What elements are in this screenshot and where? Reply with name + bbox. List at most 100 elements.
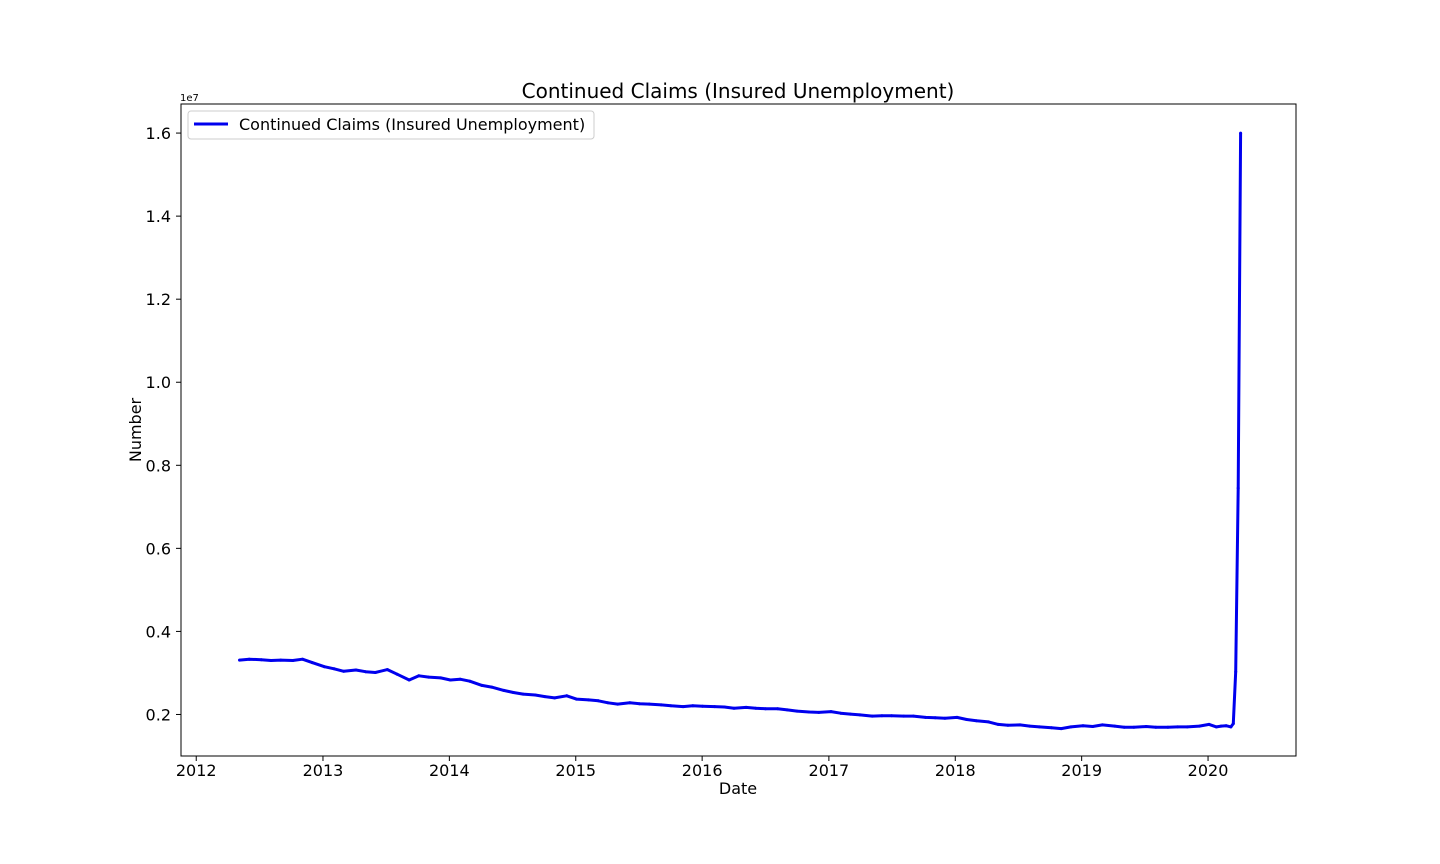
y-tick-label: 0.2	[146, 705, 171, 724]
data-point	[691, 704, 695, 708]
data-point	[1091, 725, 1095, 728]
data-point	[427, 675, 431, 679]
data-point	[439, 676, 443, 680]
data-point	[647, 702, 651, 706]
x-tick-label: 2019	[1061, 761, 1102, 780]
y-tick-label: 1.2	[146, 290, 171, 309]
data-point	[943, 716, 947, 720]
data-point	[238, 658, 241, 662]
data-point	[521, 692, 525, 696]
data-point	[987, 720, 990, 724]
data-point	[596, 699, 600, 703]
data-point	[1239, 131, 1243, 135]
data-point	[279, 658, 283, 662]
data-point	[1059, 727, 1063, 731]
data-point	[1050, 726, 1053, 730]
data-point	[310, 661, 314, 665]
data-point	[1113, 724, 1117, 728]
series-points	[238, 131, 1243, 731]
data-point	[468, 679, 472, 683]
y-tick-label: 0.8	[146, 456, 171, 475]
y-tick-label: 0.6	[146, 539, 171, 558]
data-point	[1132, 725, 1136, 729]
y-axis-label: Number	[126, 397, 145, 462]
data-point	[965, 718, 969, 721]
data-point	[732, 706, 736, 710]
data-point	[587, 698, 591, 702]
data-point	[407, 678, 411, 682]
data-point	[659, 703, 663, 707]
data-point	[543, 695, 547, 699]
data-point	[1229, 725, 1233, 729]
y-axis-ticks: 0.2 0.4 0.6 0.8 1.0 1.2 1.4 1.6	[146, 124, 181, 724]
data-point	[458, 677, 462, 681]
data-point	[332, 667, 336, 671]
data-point	[322, 665, 326, 669]
data-point	[902, 714, 906, 718]
data-point	[1231, 722, 1235, 726]
data-point	[933, 716, 937, 720]
data-point	[764, 707, 767, 711]
data-point	[606, 701, 610, 705]
data-point	[1069, 725, 1073, 729]
data-point	[911, 714, 915, 718]
data-point	[1219, 724, 1223, 728]
data-point	[395, 672, 399, 676]
data-point	[1185, 725, 1189, 729]
data-point	[1018, 723, 1022, 727]
y-tick-label: 1.6	[146, 124, 171, 143]
data-point	[785, 708, 789, 712]
x-tick-label: 2016	[682, 761, 723, 780]
legend-box	[187, 110, 595, 140]
data-point	[1236, 486, 1240, 490]
data-point	[681, 705, 685, 709]
data-point	[511, 691, 515, 694]
data-point	[1154, 725, 1158, 729]
data-point	[1081, 724, 1085, 728]
data-point	[795, 709, 799, 713]
data-point	[1176, 725, 1180, 729]
data-point	[848, 712, 852, 716]
data-point	[1224, 724, 1228, 728]
x-tick-label: 2013	[303, 761, 344, 780]
data-point	[829, 710, 833, 714]
data-point	[955, 715, 959, 719]
y-tick-label: 1.0	[146, 373, 171, 392]
data-point	[269, 659, 273, 662]
data-point	[754, 706, 758, 710]
data-point	[722, 705, 726, 709]
data-point	[533, 693, 537, 697]
data-point	[638, 702, 641, 706]
data-point	[974, 719, 978, 723]
data-point	[373, 671, 377, 674]
data-point	[1234, 670, 1238, 674]
x-axis-label: Date	[719, 779, 757, 798]
data-point	[616, 702, 620, 706]
data-point	[553, 696, 557, 700]
data-point	[259, 658, 263, 662]
x-tick-label: 2017	[809, 761, 850, 780]
data-point	[417, 674, 421, 678]
data-point	[744, 705, 748, 709]
legend: Continued Claims (Insured Unemployment)	[187, 110, 595, 140]
data-point	[364, 670, 368, 674]
x-tick-label: 2012	[176, 761, 217, 780]
data-point	[924, 715, 927, 719]
data-point	[839, 711, 843, 715]
y-tick-label: 1.4	[146, 207, 171, 226]
data-point	[1122, 725, 1126, 729]
data-point	[776, 707, 780, 711]
data-point	[301, 657, 304, 661]
data-point	[1214, 725, 1218, 729]
data-point	[701, 704, 704, 708]
data-point	[817, 710, 821, 714]
series-line-continued-claims	[239, 133, 1243, 731]
data-point	[1144, 725, 1148, 728]
data-point	[385, 668, 389, 672]
data-point	[1028, 724, 1032, 728]
x-tick-label: 2014	[429, 761, 470, 780]
data-point	[890, 714, 894, 718]
data-point	[807, 710, 811, 714]
data-point	[448, 678, 452, 682]
